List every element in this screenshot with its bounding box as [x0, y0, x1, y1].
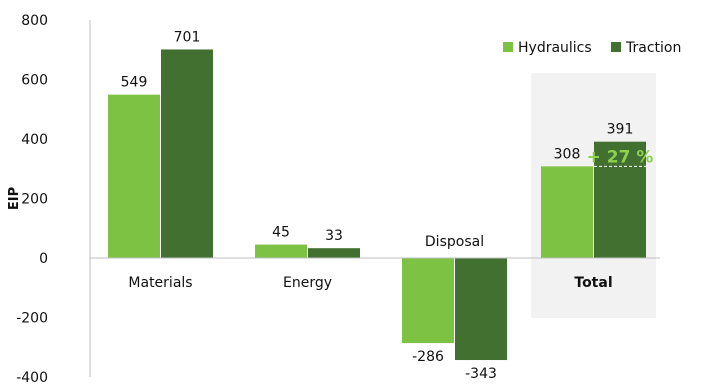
bar-hydraulics-materials	[108, 94, 160, 258]
value-label-traction-total: 391	[607, 122, 634, 138]
legend-label-traction: Traction	[625, 40, 681, 56]
increase-annotation: + 27 %	[587, 147, 654, 167]
bar-series	[108, 49, 646, 361]
bar-traction-materials	[161, 49, 213, 258]
legend-swatch-hydraulics	[503, 42, 513, 52]
category-labels: Materials Energy Disposal Total	[128, 234, 612, 291]
value-label-traction-materials: 701	[174, 29, 201, 45]
value-label-hydraulics-materials: 549	[121, 75, 148, 91]
y-tick-label: 600	[21, 73, 48, 89]
y-tick-label: -400	[16, 370, 48, 385]
bar-hydraulics-disposal	[402, 258, 454, 344]
legend-label-hydraulics: Hydraulics	[518, 40, 592, 56]
value-label-traction-energy: 33	[325, 228, 343, 244]
bar-traction-disposal	[455, 258, 507, 361]
annotation-text: + 27 %	[587, 147, 654, 167]
value-label-hydraulics-disposal: -286	[412, 349, 444, 365]
bar-traction-total	[594, 141, 646, 258]
y-tick-label: 200	[21, 192, 48, 208]
value-label-hydraulics-energy: 45	[272, 225, 290, 241]
y-axis: -400 -200 0 200 400 600 800	[16, 13, 91, 385]
y-tick-label: -200	[16, 311, 48, 327]
legend: Hydraulics Traction	[503, 40, 681, 56]
y-tick-label: 400	[21, 132, 48, 148]
category-label-energy: Energy	[283, 275, 332, 291]
bar-traction-energy	[308, 248, 360, 258]
bar-hydraulics-energy	[255, 244, 307, 258]
y-tick-label: 800	[21, 13, 48, 29]
category-label-disposal: Disposal	[425, 234, 484, 250]
y-axis-label: EIP	[7, 187, 22, 210]
value-labels: 549 701 45 33 -286 -343 308 391	[121, 29, 634, 382]
y-tick-label: 0	[39, 251, 48, 267]
category-label-materials: Materials	[128, 275, 192, 291]
value-label-hydraulics-total: 308	[554, 146, 581, 162]
bar-hydraulics-total	[541, 166, 593, 258]
legend-swatch-traction	[611, 42, 621, 52]
value-label-traction-disposal: -343	[465, 366, 497, 382]
category-label-total: Total	[574, 275, 612, 291]
